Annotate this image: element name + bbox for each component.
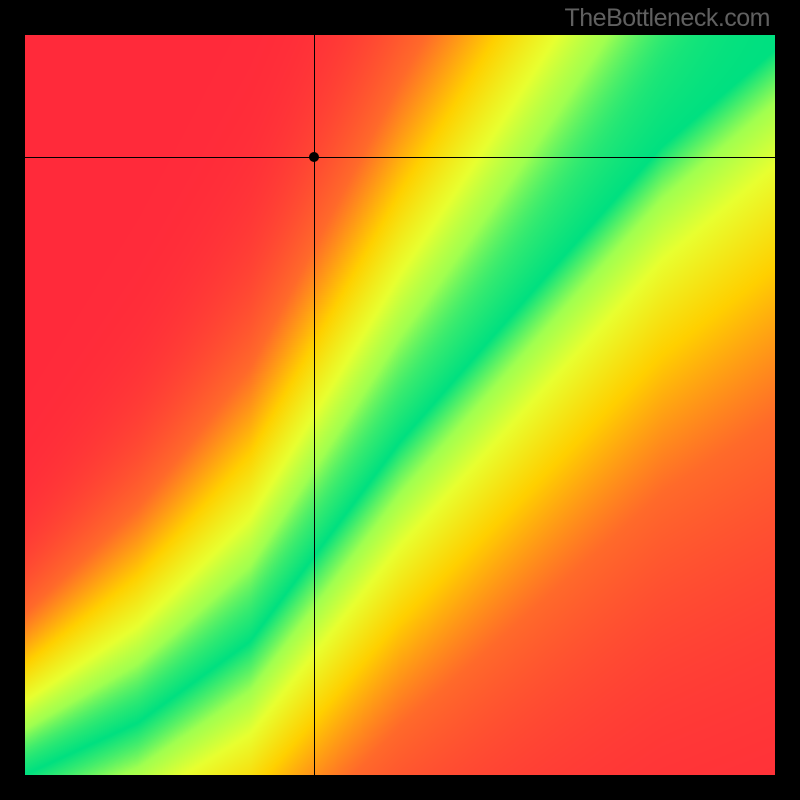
crosshair-horizontal <box>25 157 775 158</box>
heatmap-canvas <box>25 35 775 775</box>
watermark-text: TheBottleneck.com <box>565 4 771 33</box>
plot-area <box>25 35 775 775</box>
crosshair-marker <box>309 152 319 162</box>
crosshair-vertical <box>314 35 315 775</box>
